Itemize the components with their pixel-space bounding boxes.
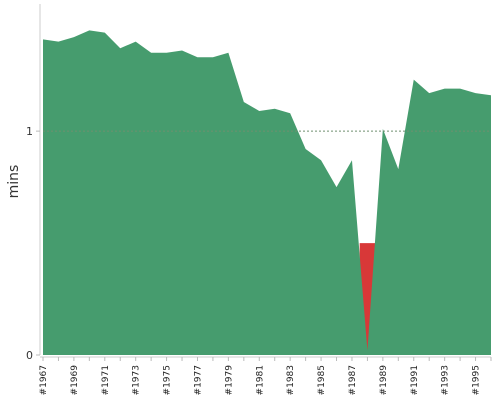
- y-ticks: 01: [26, 125, 40, 362]
- x-tick-label: #1975: [163, 365, 173, 395]
- area-group: [43, 30, 491, 356]
- series-area: [43, 30, 491, 356]
- x-tick-label: #1977: [193, 365, 203, 395]
- x-tick-label: #1981: [255, 365, 265, 395]
- x-tick-label: #1971: [101, 365, 111, 395]
- x-ticks: #1967 #1969 #1971 #1973 #1975 #1977 #1979 #1981…: [39, 357, 492, 396]
- x-tick-label: #1991: [410, 365, 420, 395]
- x-tick-label: #1985: [317, 365, 327, 395]
- x-tick-label: #1979: [224, 365, 234, 396]
- y-tick-label: 1: [26, 125, 33, 138]
- x-tick-label: #1967: [39, 365, 49, 395]
- x-tick-label: #1973: [132, 365, 142, 395]
- y-axis-label: mins: [6, 165, 22, 199]
- x-tick-label: #1969: [70, 365, 80, 396]
- x-tick-label: #1995: [472, 365, 482, 395]
- x-tick-label: #1987: [348, 365, 358, 395]
- x-tick-label: #1983: [286, 365, 296, 395]
- x-tick-label: #1993: [441, 365, 451, 395]
- y-tick-label: 0: [26, 349, 33, 362]
- x-tick-label: #1989: [379, 365, 389, 396]
